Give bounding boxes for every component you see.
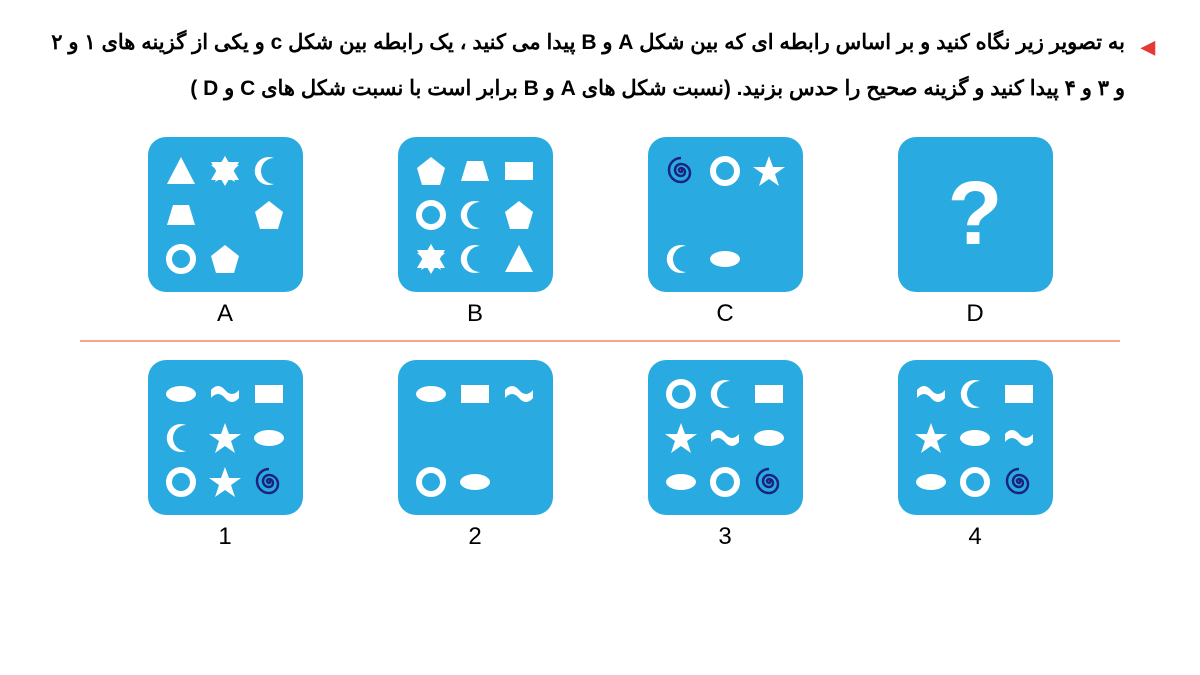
empty-cell xyxy=(706,196,744,234)
tile-4[interactable]: 4 xyxy=(898,360,1053,551)
ellipse-icon xyxy=(912,463,950,501)
moon-icon xyxy=(456,196,494,234)
tile-grid xyxy=(898,360,1053,515)
tile-label: D xyxy=(966,300,983,328)
tile-grid xyxy=(648,137,803,292)
pentagon-icon xyxy=(206,240,244,278)
divider-line xyxy=(80,340,1120,342)
empty-cell xyxy=(750,240,788,278)
ring-icon xyxy=(412,196,450,234)
rect-icon xyxy=(456,374,494,412)
star5-icon xyxy=(206,463,244,501)
ring-icon xyxy=(162,240,200,278)
wave-icon xyxy=(500,374,538,412)
tile-A[interactable]: A xyxy=(148,137,303,328)
tile-C[interactable]: C xyxy=(648,137,803,328)
star6-icon xyxy=(206,151,244,189)
ring-icon xyxy=(706,151,744,189)
spiral-icon xyxy=(250,463,288,501)
star5-icon xyxy=(662,419,700,457)
ellipse-icon xyxy=(250,419,288,457)
moon-icon xyxy=(662,240,700,278)
moon-icon xyxy=(250,151,288,189)
trapezoid-icon xyxy=(162,196,200,234)
tile-1[interactable]: 1 xyxy=(148,360,303,551)
star5-icon xyxy=(912,419,950,457)
pentagon-icon xyxy=(250,196,288,234)
ellipse-icon xyxy=(706,240,744,278)
empty-cell xyxy=(500,463,538,501)
trapezoid-icon xyxy=(456,151,494,189)
moon-icon xyxy=(456,240,494,278)
ellipse-icon xyxy=(750,419,788,457)
tile-2[interactable]: 2 xyxy=(398,360,553,551)
ellipse-icon xyxy=(662,463,700,501)
bottom-tiles-row: 1 2 3 4 xyxy=(50,360,1150,551)
top-tiles-row: ABC?D xyxy=(50,137,1150,328)
tile-label: A xyxy=(217,300,233,328)
wave-icon xyxy=(706,419,744,457)
ring-icon xyxy=(956,463,994,501)
tile-label: 1 xyxy=(218,523,231,551)
triangle-icon xyxy=(500,240,538,278)
spiral-icon xyxy=(750,463,788,501)
tile-label: 4 xyxy=(968,523,981,551)
rect-icon xyxy=(1000,374,1038,412)
pentagon-icon xyxy=(500,196,538,234)
ellipse-icon xyxy=(456,463,494,501)
question-content: به تصویر زیر نگاه کنید و بر اساس رابطه ا… xyxy=(51,31,1125,100)
ellipse-icon xyxy=(956,419,994,457)
tile-3[interactable]: 3 xyxy=(648,360,803,551)
question-text: ◀ به تصویر زیر نگاه کنید و بر اساس رابطه… xyxy=(50,20,1150,112)
star5-icon xyxy=(750,151,788,189)
moon-icon xyxy=(162,419,200,457)
rect-icon xyxy=(750,374,788,412)
tile-grid xyxy=(648,360,803,515)
spiral-icon xyxy=(662,151,700,189)
tile-label: B xyxy=(467,300,483,328)
ellipse-icon xyxy=(162,374,200,412)
pentagon-icon xyxy=(412,151,450,189)
tile-grid xyxy=(398,137,553,292)
tile-B[interactable]: B xyxy=(398,137,553,328)
triangle-icon xyxy=(162,151,200,189)
empty-cell xyxy=(250,240,288,278)
tile-grid xyxy=(148,360,303,515)
wave-icon xyxy=(206,374,244,412)
tile-D[interactable]: ?D xyxy=(898,137,1053,328)
star6-icon xyxy=(412,240,450,278)
ring-icon xyxy=(162,463,200,501)
tile-grid: ? xyxy=(898,137,1053,292)
tile-grid xyxy=(148,137,303,292)
ring-icon xyxy=(662,374,700,412)
moon-icon xyxy=(956,374,994,412)
question-mark-icon: ? xyxy=(948,163,1003,266)
star5-icon xyxy=(206,419,244,457)
ring-icon xyxy=(412,463,450,501)
rect-icon xyxy=(250,374,288,412)
ellipse-icon xyxy=(412,374,450,412)
tile-label: 2 xyxy=(468,523,481,551)
tile-label: 3 xyxy=(718,523,731,551)
ring-icon xyxy=(706,463,744,501)
moon-icon xyxy=(706,374,744,412)
tile-label: C xyxy=(716,300,733,328)
wave-icon xyxy=(1000,419,1038,457)
bullet-icon: ◀ xyxy=(1141,28,1155,68)
empty-cell xyxy=(456,419,494,457)
rect-icon xyxy=(500,151,538,189)
tile-grid xyxy=(398,360,553,515)
spiral-icon xyxy=(1000,463,1038,501)
wave-icon xyxy=(912,374,950,412)
